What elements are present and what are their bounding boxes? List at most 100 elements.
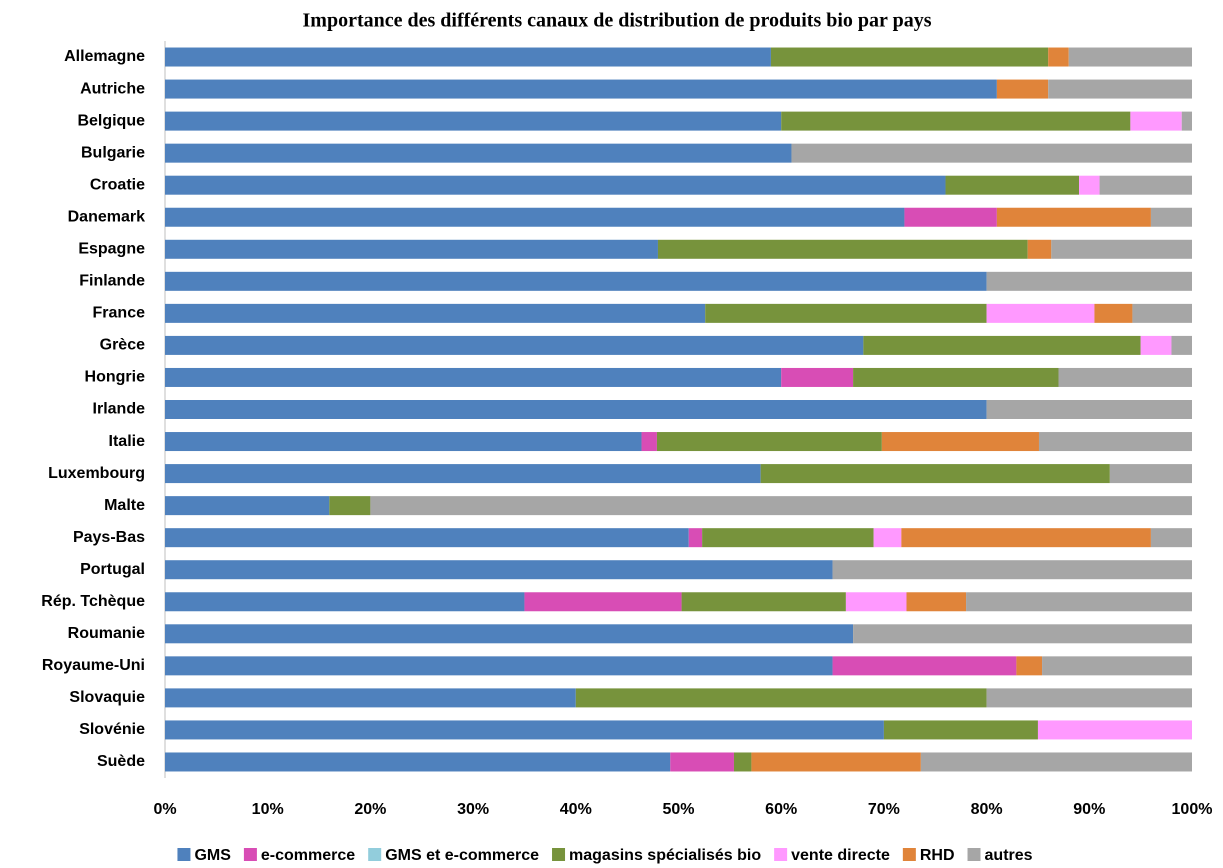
bar-segment [1048, 47, 1069, 67]
bar-segment [641, 432, 657, 452]
bar-segment [575, 688, 987, 708]
bar-segment [165, 656, 833, 676]
bar-segment [1027, 239, 1052, 259]
y-tick-label: Slovénie [79, 721, 145, 738]
bar-segment [906, 592, 967, 612]
bar-segment [986, 688, 1192, 708]
chart-title: Importance des différents canaux de dist… [303, 10, 932, 32]
bar-segment [901, 528, 1151, 548]
x-tick-label: 70% [868, 801, 900, 818]
bar-segment [791, 143, 1192, 163]
legend-swatch [902, 848, 916, 861]
legend-swatch [243, 848, 257, 861]
bar-segment [733, 752, 752, 772]
x-tick-label: 30% [457, 801, 489, 818]
bar-segment [996, 79, 1049, 99]
bar-segment [1109, 464, 1192, 484]
legend-swatch [368, 848, 382, 861]
x-tick-label: 50% [662, 801, 694, 818]
bar-segment [165, 464, 761, 484]
y-tick-label: Pays-Bas [73, 529, 145, 546]
bar-segment [1048, 79, 1192, 99]
bar-segment [165, 752, 671, 772]
bar-segment [863, 335, 1141, 355]
bar-segment [1150, 528, 1192, 548]
bar-segment [751, 752, 921, 772]
y-tick-label: Finlande [79, 273, 145, 290]
bar-segment [524, 592, 682, 612]
bar-segment [1130, 111, 1182, 131]
bar-segment [853, 367, 1059, 387]
x-tick-label: 60% [765, 801, 797, 818]
y-tick-label: France [93, 305, 146, 322]
bar-segment [1068, 47, 1192, 67]
bar-segment [1094, 303, 1133, 323]
bar-segment [1038, 432, 1192, 452]
bar-segment [165, 143, 792, 163]
legend-swatch [774, 848, 788, 861]
bar-segment [165, 528, 689, 548]
bar-segment [996, 207, 1151, 227]
bar-segment [986, 400, 1192, 419]
legend-label: GMS et e-commerce [385, 847, 539, 864]
bar-segment [1171, 335, 1192, 355]
bar-segment [1051, 239, 1192, 259]
bar-segment [986, 303, 1095, 323]
bar-segment [883, 720, 1038, 740]
bar-segment [1016, 656, 1043, 676]
bar-segment [165, 592, 525, 612]
bar-segment [1058, 367, 1192, 387]
legend-swatch [552, 848, 566, 861]
legend-label: RHD [920, 847, 955, 864]
x-tick-label: 90% [1073, 801, 1105, 818]
bar-segment [966, 592, 1192, 612]
x-tick-label: 40% [560, 801, 592, 818]
y-tick-label: Malte [104, 497, 145, 514]
y-tick-label: Suède [97, 753, 145, 770]
x-tick-label: 10% [252, 801, 284, 818]
y-tick-label: Slovaquie [69, 689, 145, 706]
bar-segment [670, 752, 734, 772]
bar-segment [656, 432, 882, 452]
legend-label: magasins spécialisés bio [569, 847, 761, 864]
bar-segment [165, 303, 706, 323]
bar-segment [657, 239, 1028, 259]
y-tick-label: Croatie [90, 176, 145, 193]
bar-segment [945, 175, 1080, 195]
bar-segment [781, 111, 1131, 131]
bar-segment [881, 432, 1039, 452]
y-tick-label: Espagne [78, 241, 145, 258]
y-tick-label: Italie [109, 433, 146, 450]
bar-segment [1037, 720, 1192, 740]
y-tick-label: Belgique [77, 112, 145, 129]
x-tick-label: 100% [1172, 801, 1213, 818]
bar-segment [702, 528, 874, 548]
bar-segment [165, 720, 884, 740]
bar-segment [1150, 207, 1192, 227]
legend: GMS e-commerce GMS et e-commerce magasins s… [177, 847, 1033, 864]
bar-segment [986, 271, 1192, 291]
bar-segment [165, 111, 782, 131]
bar-segment [832, 656, 1017, 676]
bar-segment [165, 79, 997, 99]
y-tick-label: Bulgarie [81, 144, 145, 161]
bar-segment [165, 432, 642, 452]
y-tick-label: Grèce [100, 337, 145, 354]
bar-segment [165, 175, 946, 195]
bar-segment [165, 335, 864, 355]
bar-segment [165, 400, 987, 419]
y-tick-label: Autriche [80, 80, 145, 97]
legend-label: autres [985, 847, 1033, 864]
bar-segment [165, 624, 854, 644]
legend-label: vente directe [791, 847, 890, 864]
y-tick-label: Portugal [80, 561, 145, 578]
bar-segment [370, 496, 1192, 516]
y-tick-label: Hongrie [85, 369, 146, 386]
y-tick-label: Danemark [68, 208, 145, 225]
bar-segment [165, 271, 987, 291]
legend-swatch [177, 848, 191, 861]
bar-segment [688, 528, 703, 548]
y-tick-label: Royaume-Uni [42, 657, 145, 674]
